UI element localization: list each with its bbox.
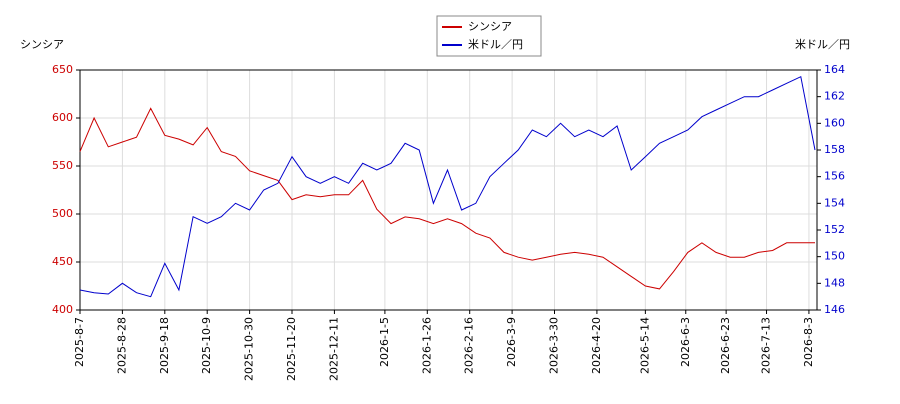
y2-tick-label: 150 (824, 250, 845, 263)
x-tick-label: 2026-2-16 (463, 317, 476, 374)
y2-tick-label: 162 (824, 90, 845, 103)
x-tick-label: 2025-8-7 (73, 317, 86, 367)
y-tick-label: 650 (52, 63, 73, 76)
x-tick-label: 2026-7-13 (760, 317, 773, 374)
y2-tick-label: 156 (824, 170, 845, 183)
y-tick-label: 600 (52, 111, 73, 124)
x-tick-label: 2025-11-20 (285, 317, 298, 381)
y2-tick-label: 160 (824, 116, 845, 129)
y2-tick-label: 158 (824, 143, 845, 156)
x-tick-label: 2026-6-23 (719, 317, 732, 374)
y2-tick-label: 152 (824, 223, 845, 236)
y-tick-label: 550 (52, 159, 73, 172)
legend-label: シンシア (468, 20, 512, 33)
x-tick-label: 2025-8-28 (115, 317, 128, 374)
y2-tick-label: 154 (824, 196, 845, 209)
y-tick-label: 400 (52, 303, 73, 316)
x-tick-label: 2026-8-3 (802, 317, 815, 367)
y-axis-title: シンシア (20, 38, 64, 51)
plot-frame (79, 69, 818, 311)
legend-box (436, 15, 542, 57)
x-tick-label: 2026-1-26 (420, 317, 433, 374)
y2-tick-label: 148 (824, 276, 845, 289)
y2-axis-title: 米ドル／円 (795, 38, 850, 51)
y-tick-label: 500 (52, 207, 73, 220)
x-tick-label: 2026-6-3 (679, 317, 692, 367)
x-tick-label: 2025-10-9 (200, 317, 213, 374)
x-tick-label: 2025-10-30 (243, 317, 256, 381)
y2-tick-label: 164 (824, 63, 845, 76)
legend-label: 米ドル／円 (468, 38, 523, 51)
series-line (79, 107, 815, 290)
x-tick-label: 2025-9-18 (158, 317, 171, 374)
series-line (79, 75, 816, 298)
y2-tick-label: 146 (824, 303, 845, 316)
x-tick-label: 2026-3-9 (505, 317, 518, 367)
x-tick-label: 2026-5-14 (638, 317, 651, 374)
y-tick-label: 450 (52, 255, 73, 268)
x-tick-label: 2026-4-20 (590, 317, 603, 374)
x-tick-label: 2026-3-30 (548, 317, 561, 374)
x-tick-label: 2026-1-5 (378, 317, 391, 367)
x-tick-label: 2025-12-11 (327, 317, 340, 381)
